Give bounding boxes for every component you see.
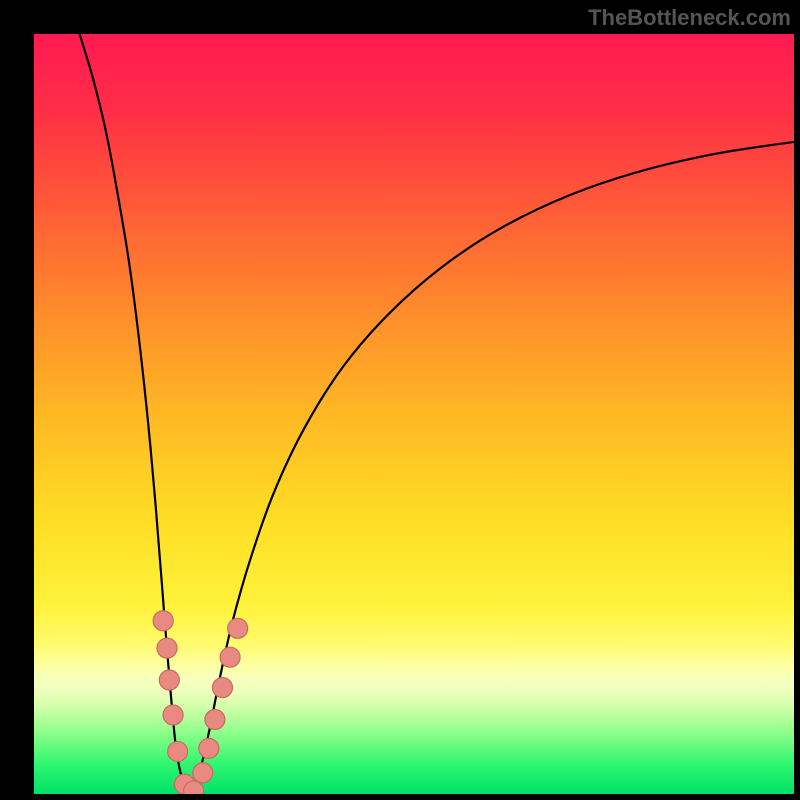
data-marker	[228, 618, 248, 638]
data-marker	[212, 678, 232, 698]
data-marker	[220, 647, 240, 667]
data-marker	[193, 763, 213, 783]
data-marker	[159, 670, 179, 690]
data-marker	[199, 738, 219, 758]
watermark-label: TheBottleneck.com	[588, 5, 791, 31]
data-marker	[157, 638, 177, 658]
data-marker	[168, 741, 188, 761]
curve-segment	[190, 142, 794, 793]
data-marker	[163, 705, 183, 725]
plot-area	[34, 34, 794, 794]
data-marker	[205, 710, 225, 730]
bottleneck-curve	[34, 34, 794, 794]
data-marker	[153, 611, 173, 631]
